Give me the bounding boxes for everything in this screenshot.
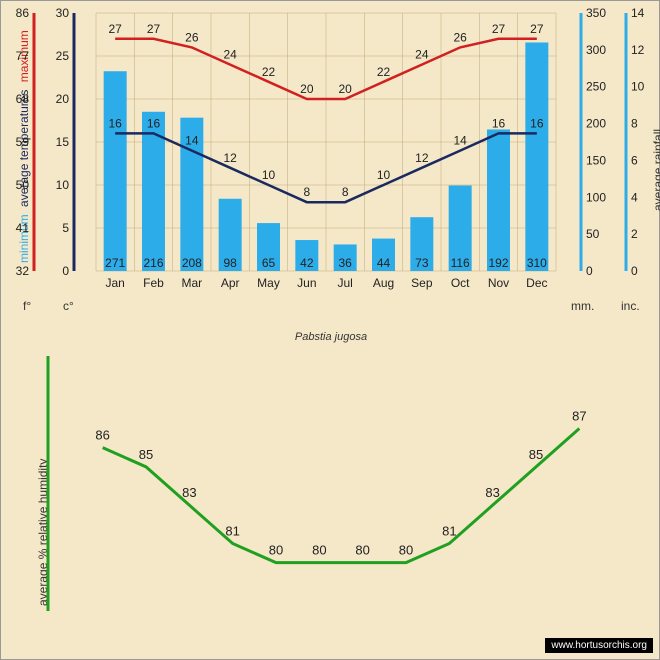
svg-text:0: 0: [586, 264, 593, 278]
svg-text:Apr: Apr: [221, 276, 240, 290]
svg-text:310: 310: [527, 256, 547, 270]
svg-text:65: 65: [262, 256, 276, 270]
svg-text:14: 14: [631, 6, 645, 20]
svg-text:22: 22: [377, 65, 391, 79]
svg-text:16: 16: [492, 116, 506, 130]
svg-text:350: 350: [586, 6, 606, 20]
svg-text:100: 100: [586, 190, 606, 204]
svg-text:Jan: Jan: [105, 276, 124, 290]
svg-text:Oct: Oct: [451, 276, 470, 290]
svg-text:27: 27: [147, 22, 161, 36]
svg-text:116: 116: [451, 256, 470, 270]
svg-text:10: 10: [631, 80, 645, 94]
svg-text:14: 14: [453, 134, 467, 148]
svg-text:25: 25: [56, 49, 70, 63]
svg-text:200: 200: [586, 117, 606, 131]
svg-text:27: 27: [108, 22, 122, 36]
svg-text:271: 271: [105, 256, 125, 270]
svg-text:30: 30: [56, 6, 70, 20]
svg-text:41: 41: [16, 221, 30, 235]
svg-text:36: 36: [338, 256, 352, 270]
svg-text:Nov: Nov: [488, 276, 509, 290]
svg-text:May: May: [257, 276, 280, 290]
svg-text:80: 80: [312, 543, 326, 558]
svg-text:32: 32: [16, 264, 30, 278]
svg-text:208: 208: [182, 256, 202, 270]
svg-text:81: 81: [442, 524, 456, 539]
svg-text:Jun: Jun: [297, 276, 316, 290]
svg-text:80: 80: [399, 543, 413, 558]
svg-text:83: 83: [485, 485, 499, 500]
svg-text:Sep: Sep: [411, 276, 433, 290]
svg-text:87: 87: [572, 409, 586, 424]
svg-text:300: 300: [586, 43, 606, 57]
svg-text:22: 22: [262, 65, 276, 79]
svg-text:6: 6: [631, 153, 638, 167]
svg-text:73: 73: [415, 256, 429, 270]
svg-text:Jul: Jul: [337, 276, 352, 290]
svg-text:16: 16: [147, 116, 161, 130]
svg-text:81: 81: [225, 524, 239, 539]
svg-text:59: 59: [16, 135, 30, 149]
svg-text:Feb: Feb: [143, 276, 164, 290]
svg-text:20: 20: [56, 92, 70, 106]
svg-text:80: 80: [269, 543, 283, 558]
svg-text:8: 8: [342, 185, 349, 199]
svg-text:0: 0: [631, 264, 638, 278]
svg-text:77: 77: [16, 49, 30, 63]
unit-inc: inc.: [621, 299, 640, 313]
svg-text:44: 44: [377, 256, 391, 270]
svg-text:8: 8: [631, 117, 638, 131]
svg-text:Aug: Aug: [373, 276, 394, 290]
svg-text:150: 150: [586, 153, 606, 167]
svg-text:192: 192: [488, 256, 508, 270]
svg-text:5: 5: [62, 221, 69, 235]
svg-text:4: 4: [631, 190, 638, 204]
svg-text:85: 85: [529, 447, 543, 462]
svg-text:2: 2: [631, 227, 638, 241]
svg-text:86: 86: [95, 428, 109, 443]
svg-text:27: 27: [492, 22, 506, 36]
unit-mm: mm.: [571, 299, 594, 313]
svg-text:27: 27: [530, 22, 544, 36]
svg-text:86: 86: [16, 6, 30, 20]
svg-text:50: 50: [586, 227, 600, 241]
svg-text:42: 42: [300, 256, 314, 270]
svg-text:12: 12: [631, 43, 645, 57]
svg-text:83: 83: [182, 485, 196, 500]
svg-text:16: 16: [108, 116, 122, 130]
svg-text:20: 20: [300, 82, 314, 96]
svg-text:50: 50: [16, 178, 30, 192]
svg-text:26: 26: [453, 30, 467, 44]
unit-f: f°: [23, 299, 31, 313]
svg-text:Mar: Mar: [181, 276, 202, 290]
svg-text:10: 10: [56, 178, 70, 192]
svg-text:85: 85: [139, 447, 153, 462]
svg-text:16: 16: [530, 116, 544, 130]
svg-text:20: 20: [338, 82, 352, 96]
svg-text:68: 68: [16, 92, 30, 106]
svg-text:15: 15: [56, 135, 70, 149]
svg-text:26: 26: [185, 30, 199, 44]
climate-chart: 2712162089865423644731161923102727262422…: [1, 1, 660, 331]
svg-text:12: 12: [415, 151, 429, 165]
svg-text:24: 24: [223, 48, 237, 62]
svg-text:98: 98: [223, 256, 237, 270]
unit-c: c°: [63, 299, 74, 313]
svg-text:216: 216: [143, 256, 163, 270]
svg-text:250: 250: [586, 80, 606, 94]
humidity-chart: 86 85 83 81 80 80 80 80 81 83 85 87: [1, 341, 660, 641]
svg-text:10: 10: [262, 168, 276, 182]
svg-text:Dec: Dec: [526, 276, 547, 290]
svg-text:80: 80: [355, 543, 369, 558]
svg-text:10: 10: [377, 168, 391, 182]
svg-text:12: 12: [223, 151, 237, 165]
svg-text:0: 0: [62, 264, 69, 278]
svg-text:14: 14: [185, 134, 199, 148]
svg-text:8: 8: [303, 185, 310, 199]
watermark: www.hortusorchis.org: [545, 638, 653, 653]
svg-text:24: 24: [415, 48, 429, 62]
